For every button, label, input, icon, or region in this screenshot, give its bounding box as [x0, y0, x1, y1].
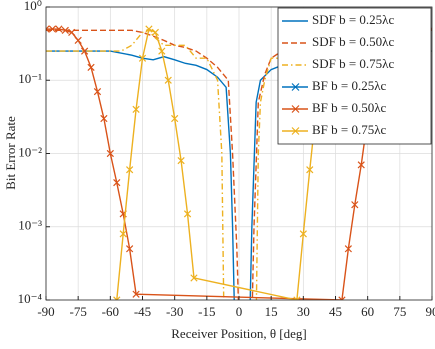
x-tick-label: 30	[297, 304, 310, 319]
marker	[119, 230, 127, 238]
legend-label: SDF b = 0.25λc	[312, 12, 394, 27]
y-tick-label: 10⁻²	[18, 144, 42, 159]
marker	[344, 245, 352, 253]
marker	[46, 25, 50, 33]
marker	[80, 47, 89, 55]
marker	[158, 47, 166, 55]
legend-label: BF b = 0.50λc	[312, 100, 387, 115]
legend-label: SDF b = 0.75λc	[312, 56, 394, 71]
legend-marker	[291, 105, 300, 113]
marker	[74, 36, 82, 45]
marker	[151, 28, 159, 37]
marker	[351, 201, 359, 209]
marker	[357, 161, 365, 169]
x-tick-label: 90	[426, 304, 435, 319]
legend-label: SDF b = 0.50λc	[312, 34, 394, 49]
marker	[183, 210, 192, 218]
x-tick-label: -75	[69, 304, 86, 319]
marker	[164, 76, 172, 84]
x-tick-label: 15	[265, 304, 278, 319]
y-axis-title: Bit Error Rate	[3, 116, 18, 190]
x-tick-label: -30	[166, 304, 183, 319]
x-tick-label: 45	[329, 304, 342, 319]
marker	[106, 149, 114, 158]
y-tick-label: 10⁻¹	[18, 71, 42, 86]
legend-label: BF b = 0.25λc	[312, 78, 387, 93]
marker	[48, 25, 57, 33]
marker	[132, 290, 140, 298]
marker	[338, 296, 346, 300]
legend-marker	[291, 127, 300, 135]
x-tick-label: -45	[134, 304, 151, 319]
marker	[87, 63, 95, 71]
x-tick-label: -60	[102, 304, 119, 319]
marker	[126, 245, 134, 253]
marker	[55, 25, 63, 33]
legend: SDF b = 0.25λc SDF b = 0.50λc SDF b = 0.75…	[277, 7, 432, 145]
marker	[190, 274, 198, 282]
x-tick-label: -90	[37, 304, 54, 319]
marker	[113, 296, 121, 300]
x-tick-label: 0	[236, 304, 243, 319]
x-tick-label: 75	[393, 304, 406, 319]
marker	[113, 179, 121, 187]
marker	[93, 87, 102, 96]
marker	[138, 54, 147, 62]
marker	[171, 114, 179, 123]
y-tick-label: 10⁰	[24, 0, 42, 13]
marker	[61, 26, 69, 34]
marker	[299, 230, 307, 238]
marker	[145, 25, 153, 33]
y-tick-label: 10⁻³	[18, 218, 42, 233]
marker	[126, 166, 134, 174]
x-axis-title: Receiver Position, θ [deg]	[171, 326, 306, 341]
legend-marker	[291, 83, 300, 91]
ticks: -90 -75 -60 -45 -30 -15 0 15 30 45 60 75 90 10⁰ 10⁻¹ 10…	[18, 0, 435, 319]
marker	[68, 28, 76, 37]
marker	[177, 156, 185, 165]
marker	[306, 166, 314, 174]
x-tick-label: 60	[361, 304, 374, 319]
legend-label: BF b = 0.75λc	[312, 122, 387, 137]
marker	[132, 105, 140, 114]
marker	[100, 114, 108, 123]
x-tick-label: -15	[198, 304, 215, 319]
legend-box	[277, 7, 432, 145]
marker	[293, 296, 301, 300]
y-tick-label: 10⁻⁴	[18, 291, 43, 306]
